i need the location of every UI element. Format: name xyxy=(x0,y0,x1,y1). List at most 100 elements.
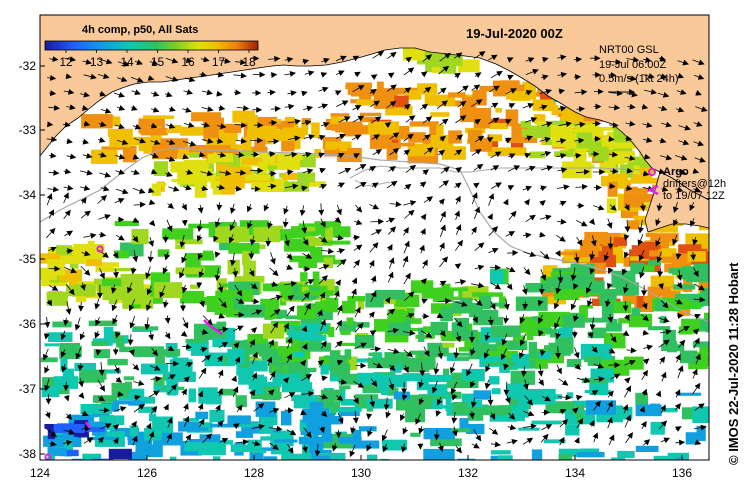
sst-pixel-patch xyxy=(450,428,471,433)
current-arrow xyxy=(318,103,329,110)
current-arrow xyxy=(574,363,581,370)
current-arrow xyxy=(506,266,516,273)
sst-pixel-patch xyxy=(180,126,211,136)
sst-pixel-patch xyxy=(547,296,566,305)
sst-pixel-patch xyxy=(320,389,342,401)
sst-pixel-patch xyxy=(404,90,422,100)
sst-pixel-patch xyxy=(537,351,552,360)
sst-pixel-patch xyxy=(451,322,463,337)
sst-pixel-patch xyxy=(554,107,581,114)
sst-pixel-patch xyxy=(451,302,483,314)
current-arrow xyxy=(538,314,544,325)
sst-pixel-patch xyxy=(447,352,480,356)
current-arrow xyxy=(42,348,49,361)
sst-pixel-patch xyxy=(584,356,603,363)
sst-pixel-patch xyxy=(291,138,301,150)
sst-pixel-patch xyxy=(351,430,362,442)
current-arrow xyxy=(47,186,60,193)
current-arrow xyxy=(304,279,315,285)
sst-pixel-patch xyxy=(466,423,485,434)
sst-pixel-patch xyxy=(531,449,543,460)
current-arrow xyxy=(558,378,569,386)
sst-pixel-patch xyxy=(645,233,657,237)
current-arrow xyxy=(540,268,547,281)
current-arrow xyxy=(318,86,329,93)
current-arrow xyxy=(422,169,429,176)
current-arrow xyxy=(283,322,289,332)
current-arrow xyxy=(403,349,413,358)
sst-pixel-patch xyxy=(692,406,709,423)
current-arrow xyxy=(419,181,427,188)
current-arrow xyxy=(423,346,430,357)
sst-pixel-patch xyxy=(162,228,194,240)
current-arrow xyxy=(80,210,91,219)
current-arrow xyxy=(455,301,468,307)
current-arrow xyxy=(507,74,514,81)
sst-pixel-patch xyxy=(190,284,200,289)
current-arrow xyxy=(542,56,549,63)
current-arrow xyxy=(558,105,567,112)
current-arrow xyxy=(318,264,330,270)
current-arrow xyxy=(524,152,532,159)
sst-pixel-patch xyxy=(181,168,212,173)
current-arrow xyxy=(404,209,415,219)
current-arrow xyxy=(675,439,686,446)
sst-pixel-patch xyxy=(300,272,308,286)
current-arrow xyxy=(642,170,650,177)
sst-pixel-patch xyxy=(456,329,478,340)
current-arrow xyxy=(537,364,544,377)
current-arrow xyxy=(542,395,552,402)
sst-pixel-patch xyxy=(281,137,295,152)
current-arrow xyxy=(606,400,613,412)
current-arrow xyxy=(287,90,297,97)
current-arrow xyxy=(77,363,84,372)
sst-pixel-patch xyxy=(157,249,170,257)
sst-pixel-patch xyxy=(627,220,640,230)
sst-pixel-patch xyxy=(635,404,662,417)
sst-pixel-patch xyxy=(446,380,479,389)
current-arrow xyxy=(114,406,127,412)
current-arrow xyxy=(693,424,707,431)
sst-pixel-patch xyxy=(517,404,529,418)
current-arrow xyxy=(132,123,142,130)
current-arrow xyxy=(419,362,426,377)
current-arrow xyxy=(116,105,126,111)
current-arrow xyxy=(422,259,428,269)
sst-pixel-patch xyxy=(703,288,709,297)
current-arrow xyxy=(539,349,546,357)
current-arrow xyxy=(81,105,89,111)
sst-pixel-patch xyxy=(95,263,114,272)
current-arrow xyxy=(200,170,214,177)
current-arrow xyxy=(490,71,503,79)
sst-pixel-patch xyxy=(445,395,452,412)
sst-pixel-patch xyxy=(213,153,233,163)
current-arrow xyxy=(539,231,546,238)
current-arrow xyxy=(384,122,392,128)
current-arrow xyxy=(539,104,548,111)
current-arrow xyxy=(469,380,476,389)
sst-pixel-patch xyxy=(604,301,632,314)
current-arrow xyxy=(95,349,102,356)
current-arrow xyxy=(336,394,344,402)
drifter-track xyxy=(203,319,223,336)
sst-pixel-patch xyxy=(249,179,276,184)
current-arrow xyxy=(338,378,348,385)
current-arrow xyxy=(418,379,425,389)
colorbar-tick-label: 18 xyxy=(242,55,256,69)
current-arrow xyxy=(131,89,141,96)
current-arrow xyxy=(641,314,649,322)
sst-pixel-patch xyxy=(245,174,271,181)
sst-pixel-patch xyxy=(111,382,129,398)
sst-pixel-patch xyxy=(291,394,307,401)
sst-pixel-patch xyxy=(495,108,502,113)
current-arrow xyxy=(300,374,313,382)
current-arrow xyxy=(474,72,482,79)
current-arrow xyxy=(488,226,499,236)
sst-pixel-patch xyxy=(239,422,270,428)
sst-pixel-patch xyxy=(636,296,644,308)
current-arrow xyxy=(129,315,136,329)
sst-pixel-patch xyxy=(261,356,282,361)
current-arrow xyxy=(382,443,389,453)
current-arrow xyxy=(472,182,480,189)
current-arrow xyxy=(112,424,120,431)
